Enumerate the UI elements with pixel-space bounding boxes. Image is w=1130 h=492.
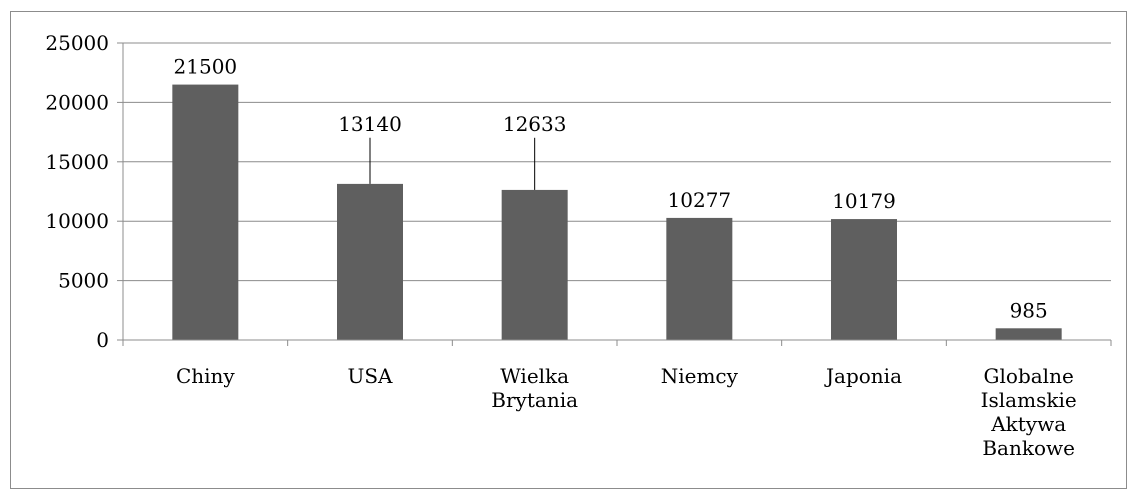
x-category-label: Chiny <box>176 364 235 388</box>
bar <box>337 183 403 340</box>
x-axis-category-labels: Chiny USA Wielka Brytania Niemcy Japonia Globa… <box>176 364 1077 460</box>
x-category-label-line: Niemcy <box>661 364 739 388</box>
x-category-label-line: Islamskie <box>981 388 1077 412</box>
gridlines <box>123 42 1111 282</box>
y-tick-label: 25000 <box>45 31 109 55</box>
y-tick-label: 15000 <box>45 150 109 174</box>
bar <box>501 189 568 340</box>
x-category-label: Japonia <box>824 364 902 388</box>
axes <box>117 42 1112 346</box>
y-tick-label: 20000 <box>45 90 109 114</box>
bars <box>172 84 1062 340</box>
y-tick-label: 0 <box>96 328 109 352</box>
y-tick-label: 5000 <box>58 269 109 293</box>
bar <box>995 328 1062 340</box>
x-category-label-line: USA <box>348 364 394 388</box>
data-label-leader-lines <box>369 137 536 190</box>
data-label: 985 <box>1010 298 1048 322</box>
data-label: 10277 <box>668 188 732 212</box>
y-tick-label: 10000 <box>45 209 109 233</box>
x-category-label-line: Bankowe <box>982 436 1075 460</box>
x-category-label-line: Wielka <box>500 364 569 388</box>
x-category-label-line: Brytania <box>491 388 578 412</box>
data-label: 21500 <box>174 55 238 79</box>
x-category-label-line: Chiny <box>176 364 235 388</box>
data-labels: 21500 13140 12633 10277 10179 985 <box>174 55 1048 323</box>
x-category-label: USA <box>348 364 394 388</box>
x-category-label-line: Japonia <box>824 364 902 388</box>
x-category-label-line: Globalne <box>984 364 1074 388</box>
data-label: 10179 <box>832 189 896 213</box>
x-category-label-line: Aktywa <box>990 412 1066 436</box>
x-category-label: Niemcy <box>661 364 739 388</box>
bar <box>666 217 733 340</box>
data-label: 13140 <box>338 112 402 136</box>
bar <box>831 219 897 340</box>
x-category-label: Globalne Islamskie Aktywa Bankowe <box>981 364 1077 460</box>
y-axis-tick-labels: 0 5000 10000 15000 20000 25000 <box>45 31 109 352</box>
bar <box>172 84 239 340</box>
data-label: 12633 <box>503 112 567 136</box>
x-category-label: Wielka Brytania <box>491 364 578 412</box>
